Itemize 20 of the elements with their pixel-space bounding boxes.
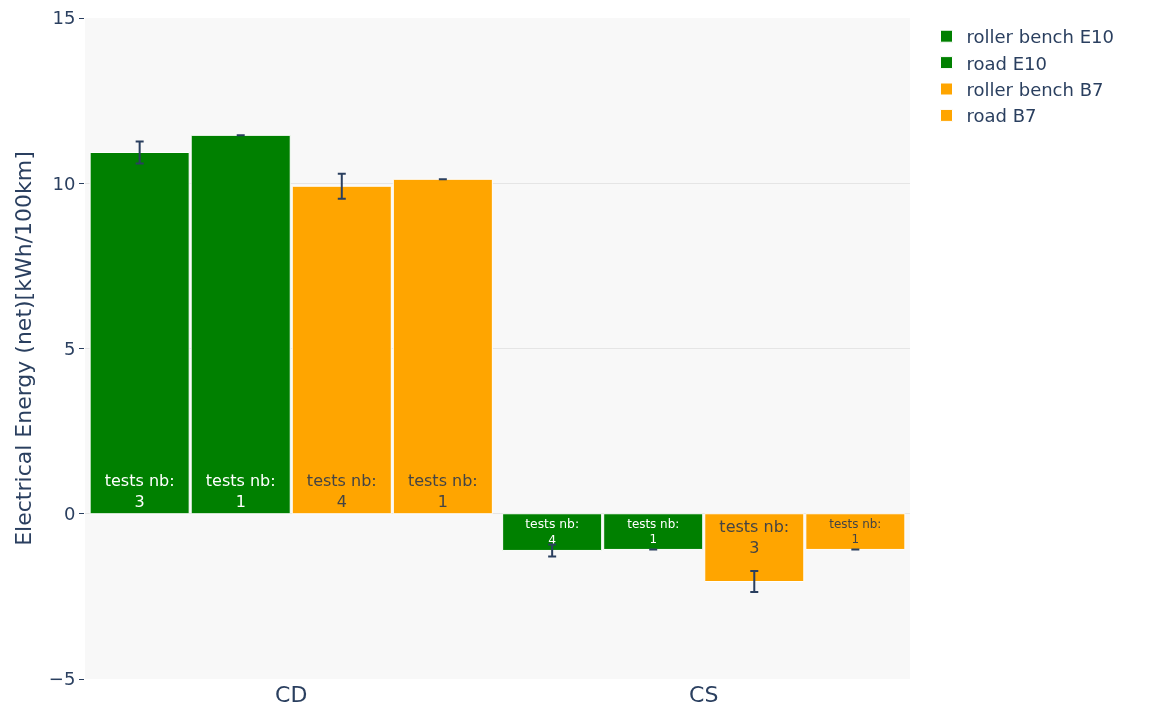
- y-tick-label: 0: [63, 503, 76, 525]
- legend-label: roller bench E10: [966, 26, 1114, 48]
- x-tick-label: CD: [275, 682, 308, 707]
- annotation: tests nb: 3: [719, 516, 790, 557]
- annotation: tests nb: 1: [829, 516, 882, 547]
- y-tick-label: 10: [52, 172, 76, 194]
- y-tick-label: 15: [52, 7, 76, 29]
- annotation: tests nb: 3: [104, 470, 175, 511]
- y-tick-label: 5: [63, 337, 76, 359]
- legend-label: road B7: [966, 105, 1037, 127]
- legend-label: roller bench B7: [966, 79, 1104, 101]
- y-axis-title: Electrical Energy (net)[kWh/100km]: [11, 151, 36, 546]
- y-tick-label: −5: [48, 668, 76, 690]
- x-tick-label: CS: [689, 682, 719, 707]
- annotation: tests nb: 4: [306, 470, 377, 511]
- annotation: tests nb: 4: [525, 517, 580, 548]
- legend-label: road E10: [966, 52, 1047, 74]
- annotation: tests nb: 1: [205, 470, 276, 511]
- annotation: tests nb: 1: [627, 516, 680, 547]
- annotation: tests nb: 1: [407, 470, 478, 511]
